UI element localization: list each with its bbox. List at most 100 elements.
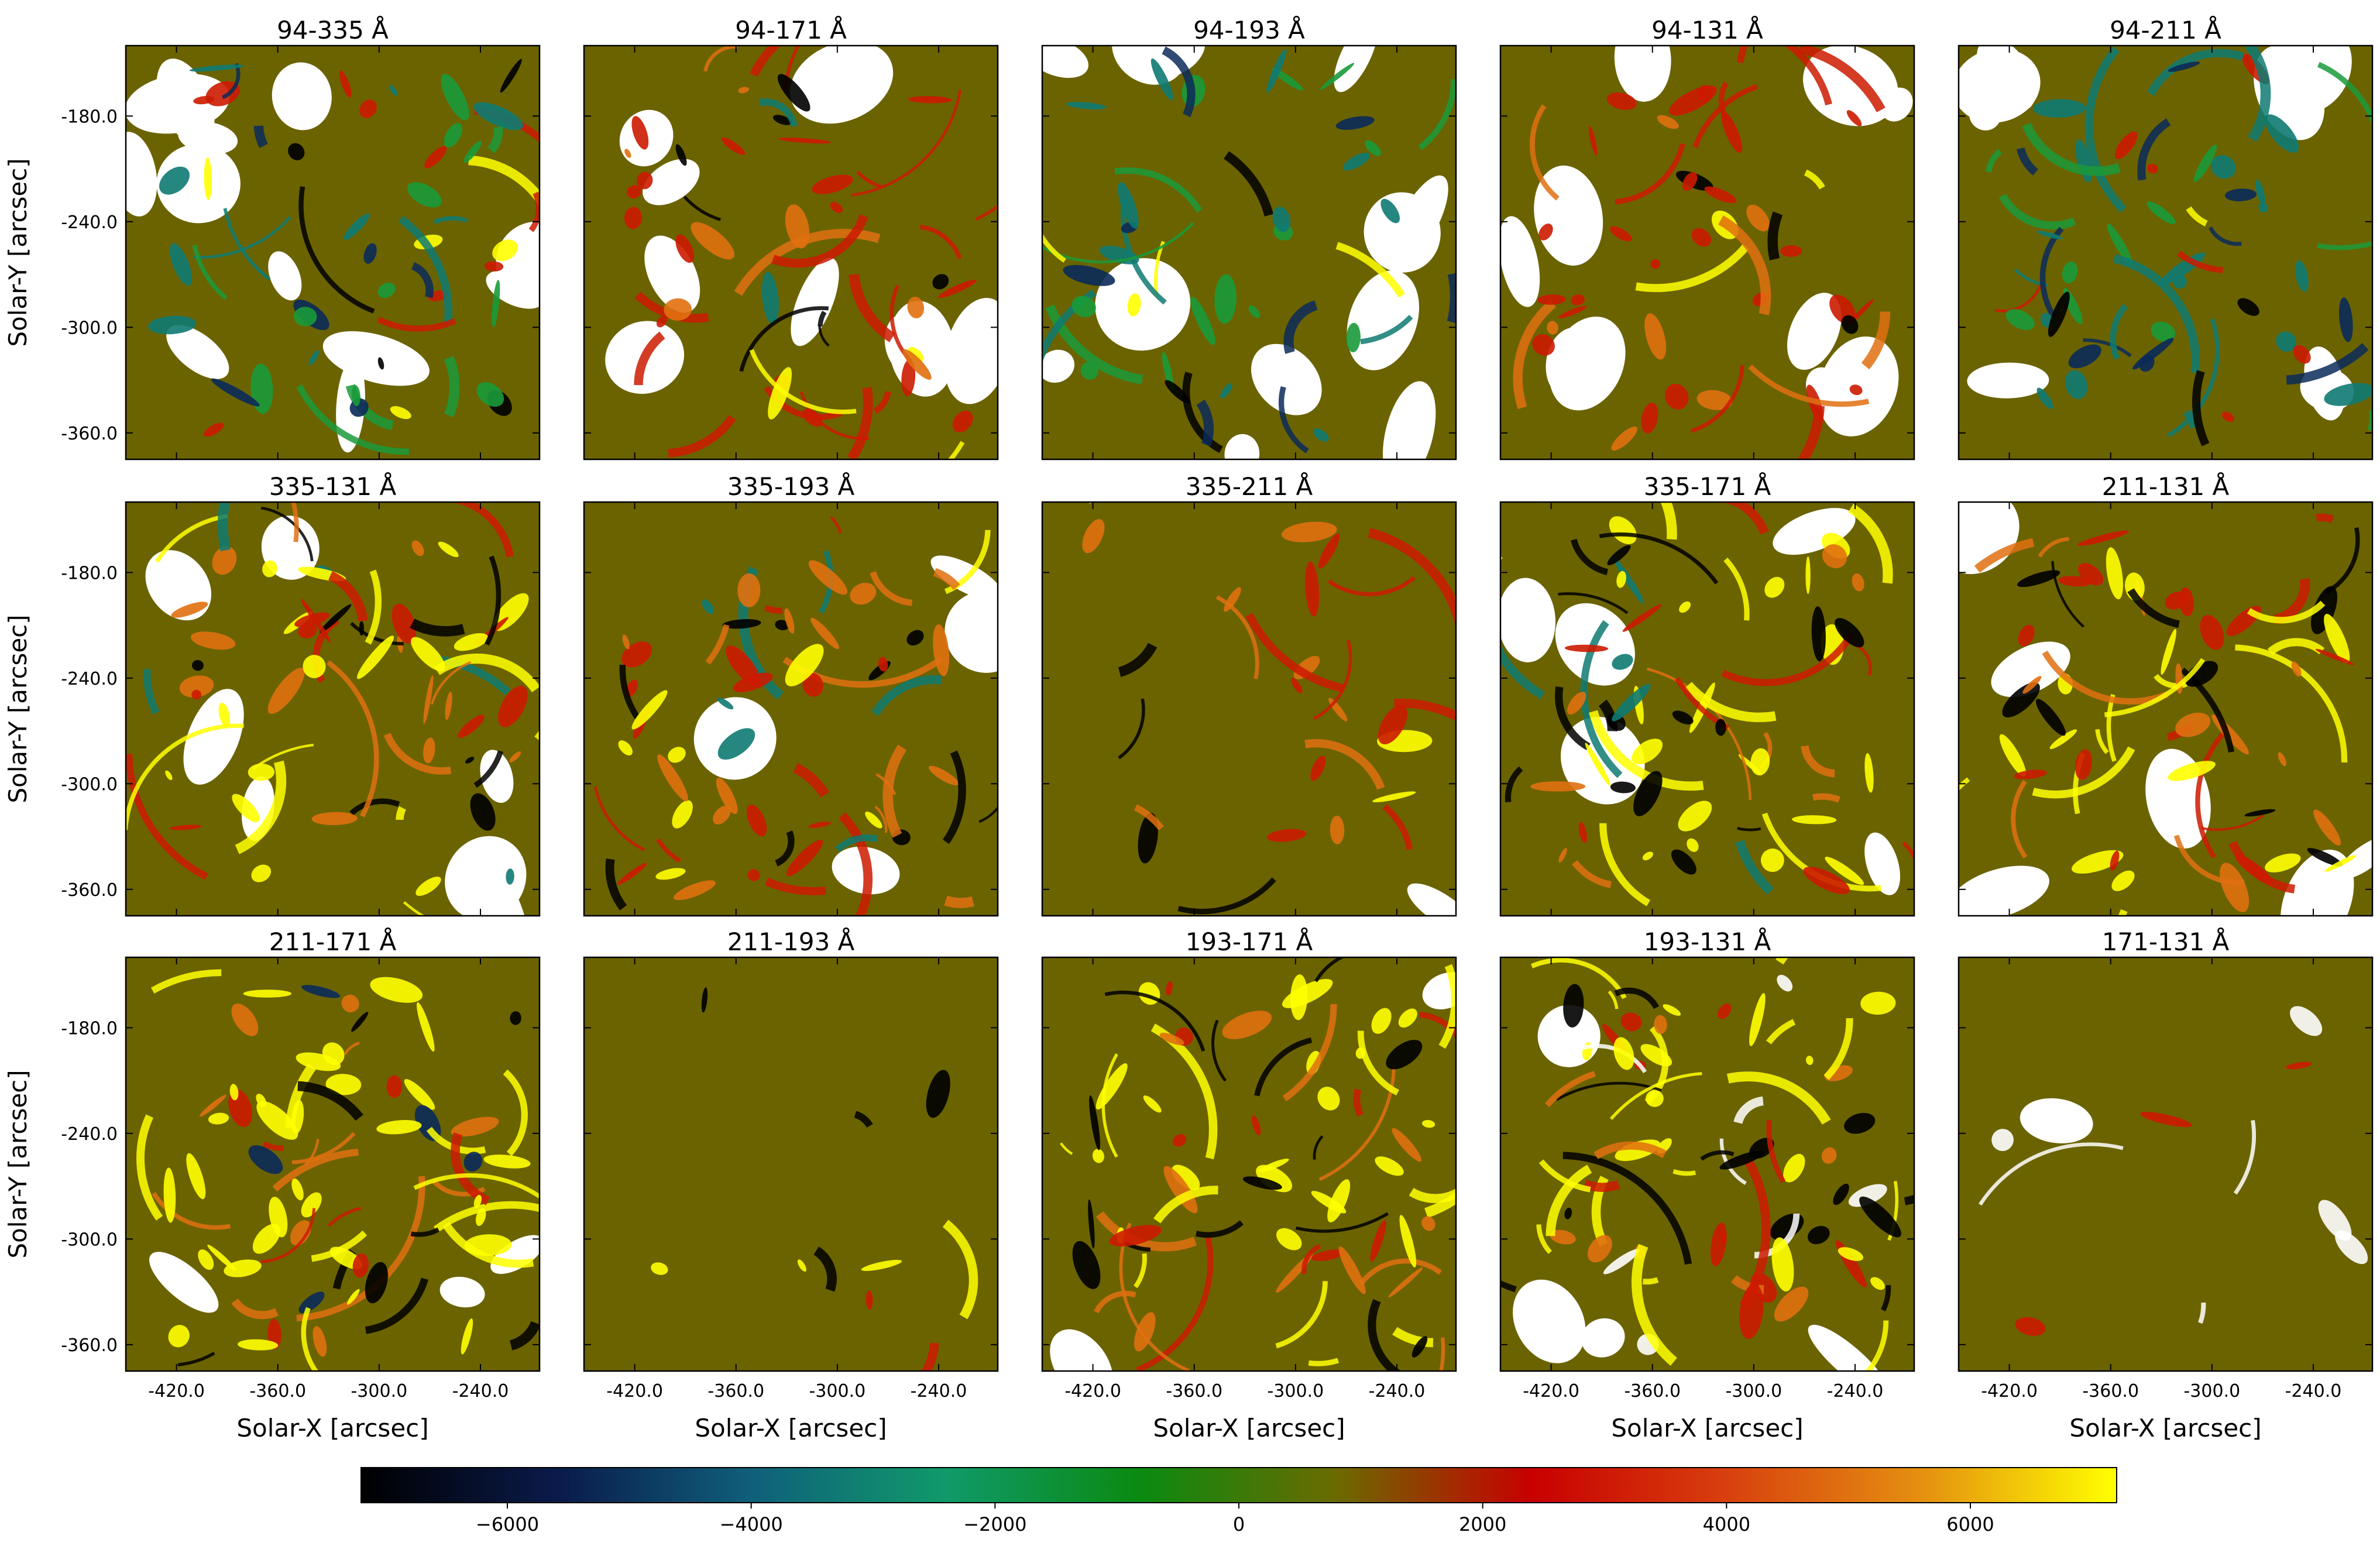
x-tick-label: -420.0 — [1064, 1381, 1121, 1401]
map-feature — [376, 1119, 422, 1135]
map-feature — [325, 1074, 362, 1095]
loop-feature — [1775, 957, 1789, 965]
map-feature — [1311, 1249, 1345, 1261]
x-axis-label: Solar-X [arcsec] — [1611, 1414, 1803, 1442]
map-feature — [365, 1262, 388, 1304]
map-feature — [2338, 297, 2353, 342]
map-feature — [1642, 851, 1653, 861]
loop-feature — [1368, 1298, 1402, 1371]
map-feature — [1633, 771, 1663, 816]
loop-feature — [473, 750, 503, 788]
loop-feature — [2317, 241, 2372, 250]
loop-feature — [227, 0, 355, 6]
map-feature — [2075, 749, 2093, 780]
map-feature — [1159, 1032, 1184, 1045]
map-feature — [1764, 576, 1785, 598]
map-feature — [1870, 1277, 1885, 1290]
loop-feature — [1418, 79, 1456, 150]
loop-feature — [1861, 311, 1891, 370]
map-feature — [308, 350, 320, 366]
loop-feature — [882, 744, 907, 838]
loop-feature — [192, 245, 228, 300]
map-feature — [484, 261, 504, 272]
map-feature — [1783, 1153, 1805, 1183]
map-feature — [377, 357, 384, 370]
loop-feature — [193, 216, 291, 259]
y-tick-label: -360.0 — [61, 880, 118, 901]
map-feature — [1719, 1150, 1764, 1170]
panel-title: 335-193 Å — [727, 472, 855, 501]
loop-feature — [1994, 284, 2042, 312]
map-feature — [1620, 1012, 1642, 1032]
y-tick-label: -360.0 — [61, 1335, 118, 1356]
map-feature — [1071, 296, 1096, 318]
loop-feature — [1530, 957, 1627, 999]
map-feature — [2168, 761, 2216, 781]
map-feature — [2107, 223, 2133, 266]
panel-frame — [1041, 44, 1457, 461]
map-feature — [675, 144, 687, 166]
map-feature — [1587, 1235, 1612, 1263]
map-feature — [2151, 321, 2176, 342]
map-feature — [1613, 1037, 1634, 1070]
map-feature — [1612, 654, 1633, 670]
map-feature — [347, 1289, 360, 1305]
loop-feature — [1118, 698, 1145, 760]
y-axis-label: Solar-Y [arcsec] — [4, 614, 32, 803]
map-feature — [1641, 403, 1658, 434]
loop-feature — [2038, 537, 2069, 558]
no-data-region — [272, 62, 332, 130]
map-feature — [470, 793, 496, 831]
map-feature — [1678, 801, 1712, 832]
map-feature — [713, 805, 731, 824]
panel-frame — [125, 501, 541, 917]
map-feature — [2210, 155, 2236, 179]
map-feature — [2002, 682, 2040, 717]
loop-feature — [260, 1208, 316, 1263]
colorbar: −6000 −4000 −2000 0 2000 4000 6000 — [360, 1467, 2117, 1535]
map-feature — [417, 1002, 435, 1052]
no-data-region — [156, 143, 241, 224]
x-tick-label: -360.0 — [249, 1381, 306, 1401]
map-feature — [2161, 628, 2177, 675]
no-data-region — [1224, 434, 1260, 459]
loop-feature — [444, 355, 460, 418]
map-feature — [2049, 729, 2077, 750]
map-feature — [1852, 573, 1864, 592]
loop-feature — [365, 569, 382, 645]
map-feature — [1848, 1184, 1887, 1207]
loop-feature — [1447, 273, 1456, 324]
map-feature — [445, 691, 452, 720]
no-data-region — [2020, 1098, 2093, 1143]
loop-feature — [1798, 46, 1886, 112]
loop-feature — [1394, 698, 1456, 721]
map-panel: 94-335 Å -180.0 -240.0 -300.0 -360.0 Solar-Y … — [4, 0, 541, 461]
map-feature — [229, 1084, 239, 1101]
panel-title: 335-171 Å — [1644, 472, 1771, 501]
map-feature — [2114, 131, 2138, 159]
loop-feature — [1847, 503, 1893, 584]
panel-frame — [1499, 956, 1915, 1372]
loop-feature — [2325, 527, 2360, 595]
loop-feature — [1313, 640, 1352, 720]
loop-feature — [2247, 600, 2326, 624]
map-feature — [1272, 207, 1291, 232]
loop-feature — [253, 125, 269, 149]
map-feature — [1276, 1228, 1302, 1250]
panel-title: 94-335 Å — [277, 15, 389, 44]
map-feature — [1242, 1176, 1282, 1190]
loop-feature — [705, 624, 730, 665]
map-feature — [1606, 92, 1637, 110]
loop-feature — [272, 1148, 359, 1192]
no-data-region — [1500, 216, 1540, 307]
loop-feature — [2367, 410, 2372, 431]
map-feature — [204, 422, 224, 437]
loop-feature — [1733, 1096, 1764, 1124]
loop-feature — [141, 0, 206, 12]
map-feature — [2014, 769, 2047, 779]
loop-feature — [1555, 1081, 1662, 1101]
loop-feature — [1042, 289, 1097, 459]
loop-feature — [2192, 370, 2210, 446]
map-feature — [775, 620, 789, 631]
map-feature — [290, 1220, 311, 1246]
